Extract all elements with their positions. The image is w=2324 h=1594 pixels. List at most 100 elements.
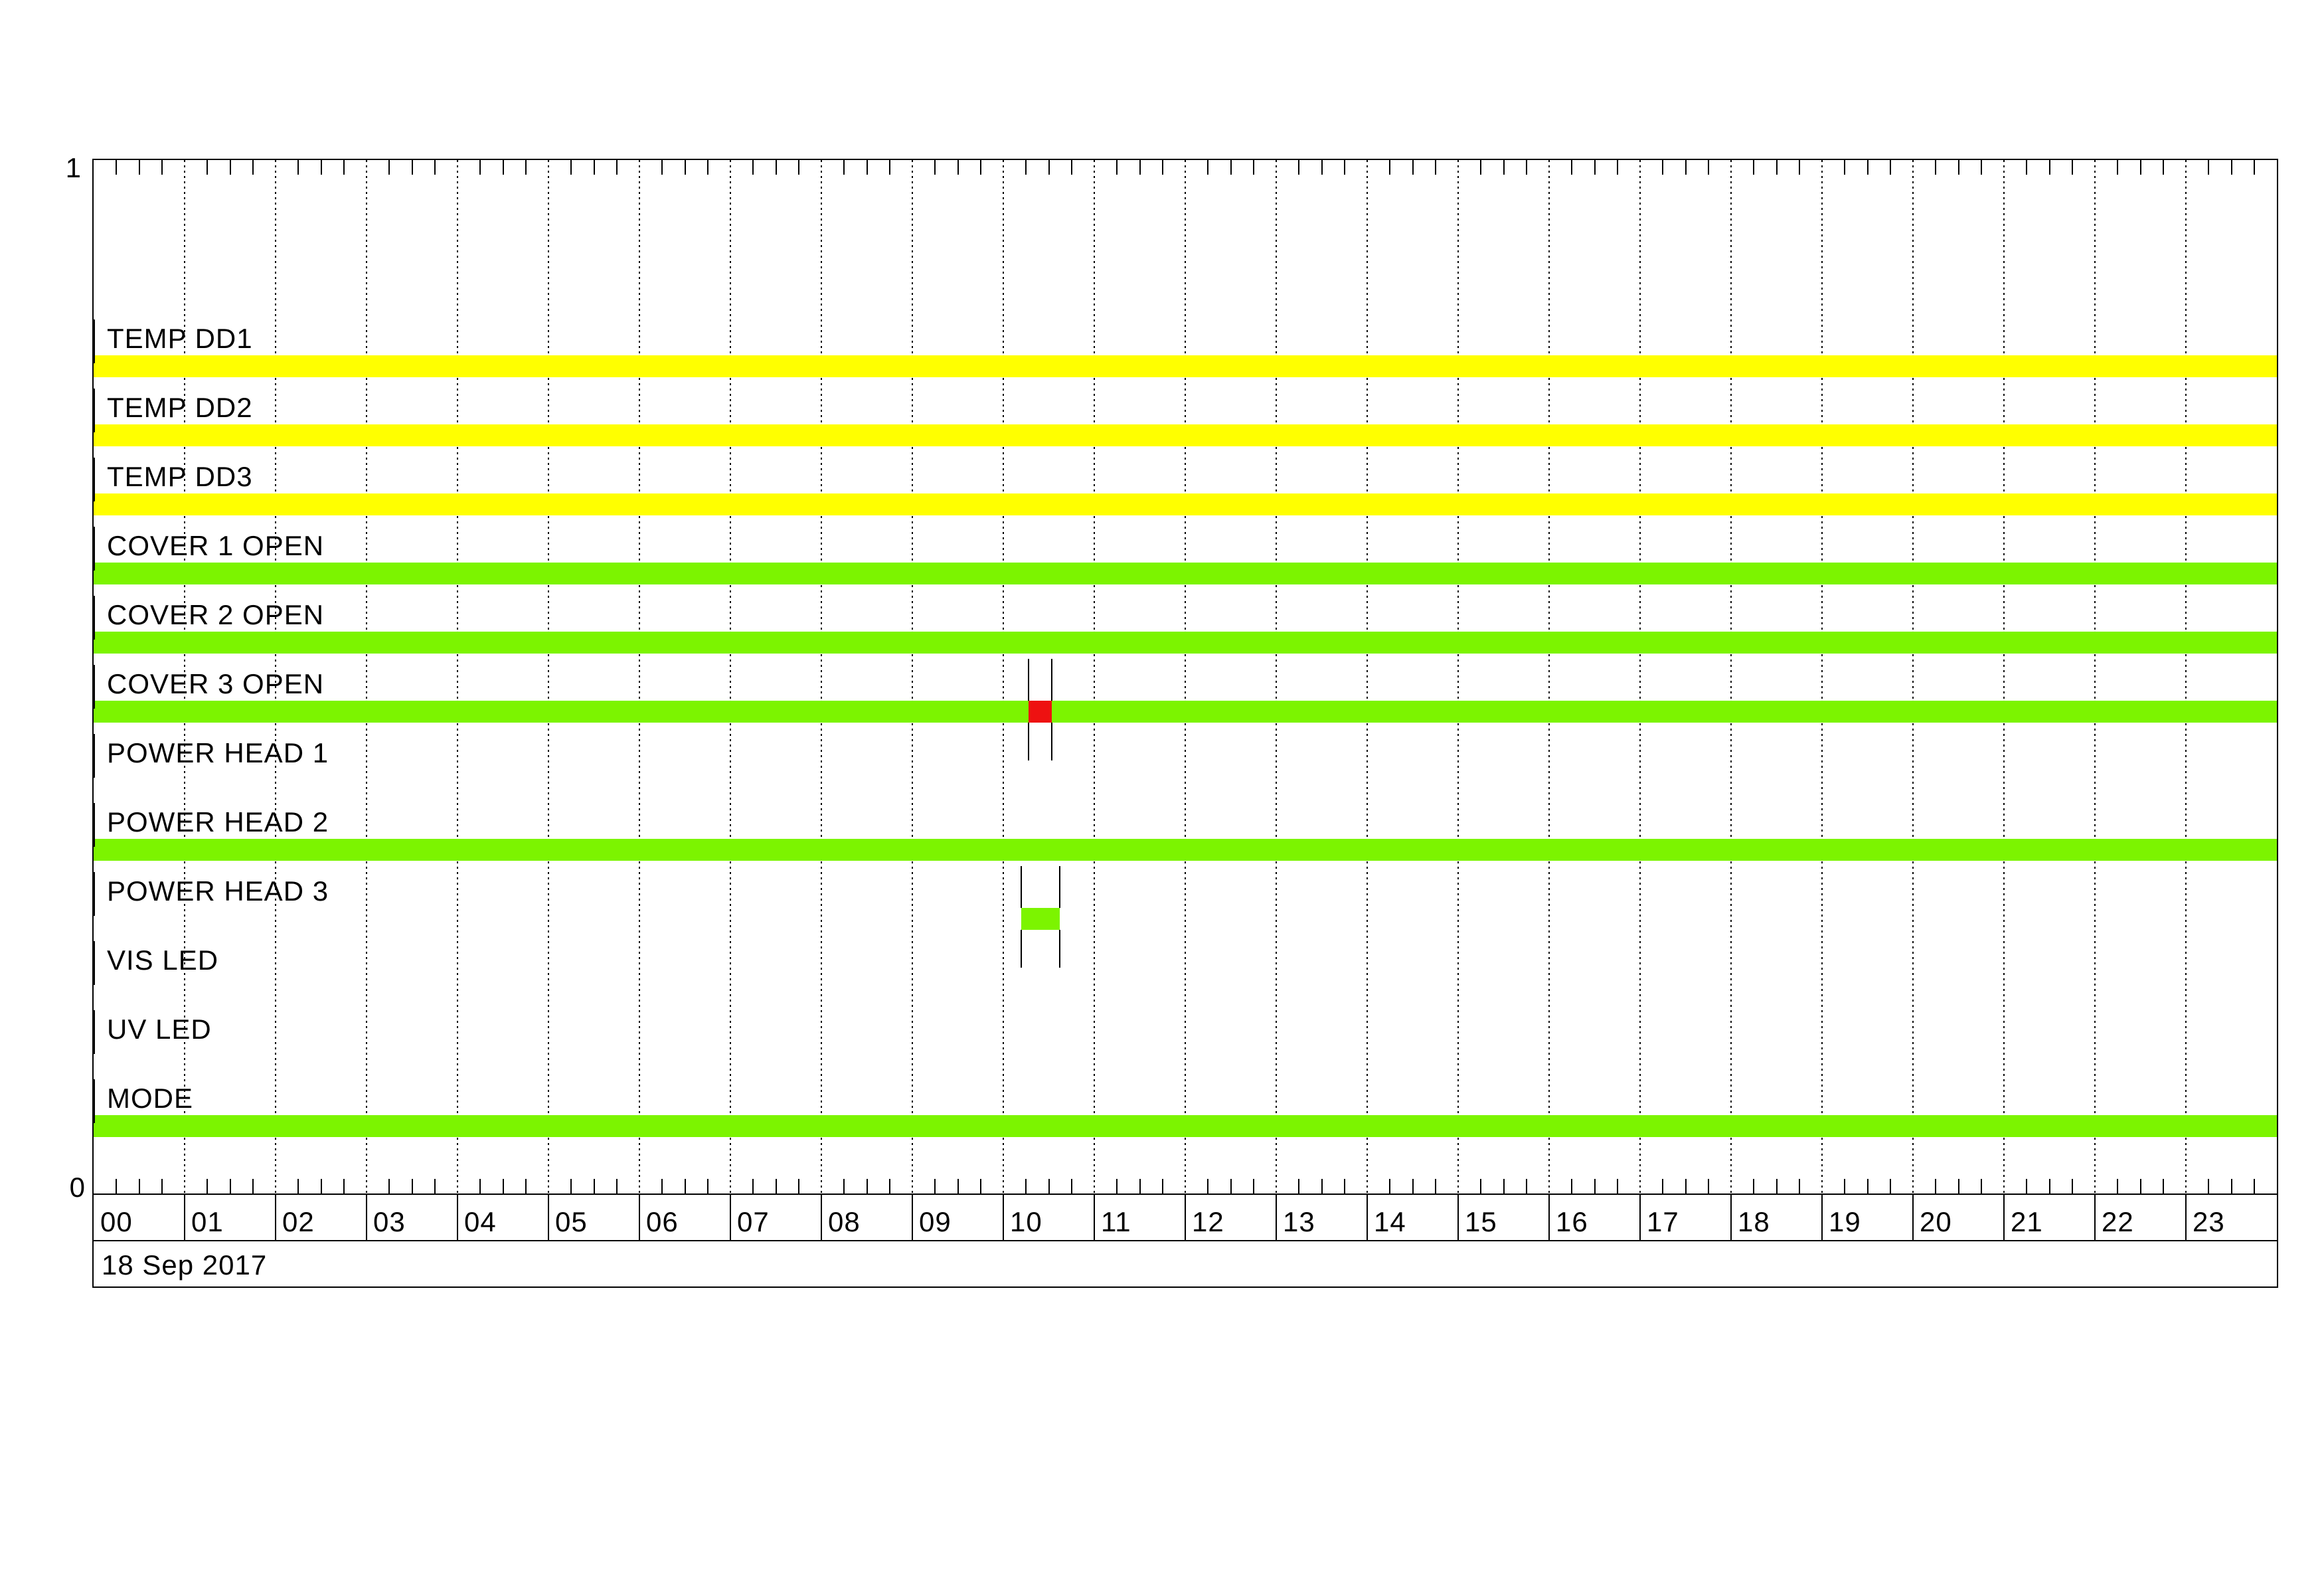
hour-label-08: 08 — [828, 1206, 861, 1237]
hour-label-05: 05 — [555, 1206, 588, 1237]
tick-top — [1503, 160, 1505, 175]
row-bar-cover-2-open — [94, 632, 2277, 654]
y-axis-top-label: 1 — [65, 152, 81, 183]
tick-top — [706, 160, 708, 175]
tick-bottom — [2026, 1179, 2028, 1194]
tick-bottom — [1434, 1179, 1436, 1194]
gridline-hour-10 — [1003, 160, 1004, 1194]
tick-bottom — [388, 1179, 390, 1194]
tick-bottom — [2139, 1179, 2141, 1194]
tick-top — [1753, 160, 1755, 175]
tick-bottom — [866, 1179, 868, 1194]
tick-bottom — [2208, 1179, 2210, 1194]
tick-top — [1343, 160, 1345, 175]
hour-cell-separator — [1730, 1195, 1732, 1240]
hour-cell-separator — [1912, 1195, 1914, 1240]
tick-bottom — [1048, 1179, 1050, 1194]
hour-cell-separator — [821, 1195, 822, 1240]
row-bar-temp-dd1 — [94, 355, 2277, 377]
gridline-hour-01 — [184, 160, 185, 1194]
tick-top — [2026, 160, 2028, 175]
tick-top — [1139, 160, 1141, 175]
tick-top — [1389, 160, 1391, 175]
y-axis-bottom-label: 0 — [69, 1172, 85, 1203]
row-bar-temp-dd3 — [94, 493, 2277, 515]
row-tick-power-head-2 — [92, 803, 95, 847]
tick-top — [1798, 160, 1800, 175]
tick-top — [1480, 160, 1482, 175]
gridline-hour-15 — [1457, 160, 1459, 1194]
row-bar-temp-dd2 — [94, 424, 2277, 446]
tick-top — [1571, 160, 1573, 175]
tick-top — [2071, 160, 2073, 175]
tick-top — [116, 160, 118, 175]
tick-bottom — [138, 1179, 140, 1194]
tick-bottom — [2048, 1179, 2050, 1194]
tick-bottom — [1480, 1179, 1482, 1194]
hour-label-03: 03 — [373, 1206, 406, 1237]
date-row — [92, 1240, 2278, 1288]
tick-bottom — [1321, 1179, 1323, 1194]
tick-top — [343, 160, 345, 175]
hour-cell-separator — [639, 1195, 640, 1240]
tick-top — [1867, 160, 1868, 175]
tick-top — [1594, 160, 1596, 175]
tick-top — [229, 160, 231, 175]
tick-bottom — [1230, 1179, 1232, 1194]
hour-label-19: 19 — [1829, 1206, 1861, 1237]
tick-top — [1161, 160, 1163, 175]
row-label-mode: MODE — [107, 1083, 193, 1114]
tick-bottom — [661, 1179, 663, 1194]
tick-top — [161, 160, 163, 175]
tick-bottom — [1776, 1179, 1778, 1194]
hour-label-00: 00 — [100, 1206, 133, 1237]
tick-top — [2162, 160, 2164, 175]
row-tick-power-head-3 — [92, 872, 95, 916]
tick-bottom — [888, 1179, 890, 1194]
tick-top — [1230, 160, 1232, 175]
row-tick-temp-dd2 — [92, 389, 95, 432]
event-bracket-line-power-head-3 — [1058, 866, 1060, 908]
gridline-hour-11 — [1094, 160, 1095, 1194]
tick-bottom — [684, 1179, 686, 1194]
tick-top — [1298, 160, 1300, 175]
hour-label-04: 04 — [464, 1206, 497, 1237]
tick-bottom — [502, 1179, 504, 1194]
gridline-hour-09 — [912, 160, 913, 1194]
row-tick-uv-led — [92, 1010, 95, 1054]
tick-bottom — [1207, 1179, 1209, 1194]
tick-bottom — [1139, 1179, 1141, 1194]
hour-label-13: 13 — [1283, 1206, 1315, 1237]
gridline-hour-07 — [730, 160, 731, 1194]
tick-bottom — [1252, 1179, 1254, 1194]
hour-label-17: 17 — [1647, 1206, 1679, 1237]
tick-bottom — [116, 1179, 118, 1194]
tick-top — [616, 160, 618, 175]
row-label-uv-led: UV LED — [107, 1014, 212, 1045]
tick-bottom — [957, 1179, 959, 1194]
event-marker-power-head-3 — [1021, 908, 1060, 930]
hour-cell-separator — [1276, 1195, 1277, 1240]
tick-bottom — [752, 1179, 754, 1194]
tick-top — [1685, 160, 1687, 175]
tick-top — [797, 160, 799, 175]
row-label-temp-dd3: TEMP DD3 — [107, 461, 253, 492]
row-label-temp-dd2: TEMP DD2 — [107, 392, 253, 423]
row-tick-cover-2-open — [92, 596, 95, 640]
gridline-hour-22 — [2094, 160, 2096, 1194]
tick-bottom — [297, 1179, 299, 1194]
tick-bottom — [252, 1179, 254, 1194]
tick-top — [1889, 160, 1891, 175]
tick-bottom — [1503, 1179, 1505, 1194]
tick-top — [2253, 160, 2255, 175]
tick-bottom — [1070, 1179, 1072, 1194]
gridline-hour-19 — [1821, 160, 1823, 1194]
row-tick-power-head-1 — [92, 734, 95, 778]
tick-bottom — [843, 1179, 845, 1194]
row-bar-cover-1-open — [94, 563, 2277, 584]
row-bar-power-head-2 — [94, 839, 2277, 861]
hour-cell-separator — [730, 1195, 731, 1240]
tick-top — [388, 160, 390, 175]
tick-bottom — [1161, 1179, 1163, 1194]
tick-bottom — [229, 1179, 231, 1194]
